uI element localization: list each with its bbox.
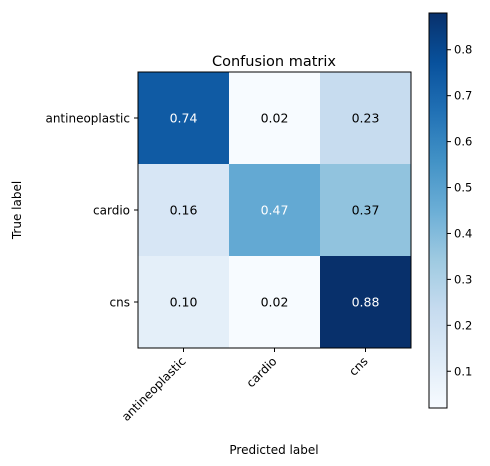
heatmap-cell	[229, 256, 321, 349]
cell-value-label: 0.47	[261, 203, 289, 218]
colorbar	[428, 12, 448, 409]
heatmap-cell	[229, 164, 321, 257]
cell-value-label: 0.16	[170, 203, 198, 218]
x-axis-ticks: antineoplastic cardio cns	[119, 348, 371, 424]
y-axis-ticks: antineoplastic cardio cns	[45, 112, 138, 310]
heatmap-cell-labels: 0.74 0.02 0.23 0.16 0.47 0.37 0.10 0.02 0.88	[170, 111, 380, 310]
y-tick-label: cardio	[93, 204, 130, 218]
y-axis-label: True label	[10, 181, 24, 240]
x-tick-label: cns	[346, 354, 370, 378]
cell-value-label: 0.23	[352, 111, 380, 126]
colorbar-tick-label: 0.1	[454, 364, 472, 378]
colorbar-tick-label: 0.2	[454, 318, 472, 332]
cell-value-label: 0.02	[261, 295, 289, 310]
heatmap-cell	[320, 72, 412, 165]
heatmap-cell	[229, 72, 321, 165]
cell-value-label: 0.37	[352, 203, 380, 218]
colorbar-tick-label: 0.3	[454, 272, 472, 286]
colorbar-tick-label: 0.5	[454, 181, 472, 195]
y-tick-label: cns	[110, 296, 130, 310]
y-tick-label: antineoplastic	[45, 112, 130, 126]
colorbar-tick-label: 0.8	[454, 43, 472, 57]
heatmap-cell	[138, 256, 230, 349]
heatmap-cell	[320, 256, 412, 349]
colorbar-ticks: 0.1 0.2 0.3 0.4 0.5 0.6 0.7 0.8	[447, 43, 472, 378]
heatmap-cell	[320, 164, 412, 257]
cell-value-label: 0.74	[170, 111, 198, 126]
x-axis-label: Predicted label	[229, 443, 318, 457]
cell-value-label: 0.10	[170, 295, 198, 310]
colorbar-tick-label: 0.4	[454, 226, 472, 240]
heatmap-cell	[138, 72, 230, 165]
x-tick-label: antineoplastic	[119, 354, 189, 424]
x-tick-label: cardio	[244, 354, 280, 390]
cell-value-label: 0.02	[261, 111, 289, 126]
chart-title: Confusion matrix	[212, 54, 336, 70]
heatmap-cell	[138, 164, 230, 257]
colorbar-tick-label: 0.7	[454, 89, 472, 103]
cell-value-label: 0.88	[352, 295, 380, 310]
heatmap-cells	[138, 72, 412, 349]
colorbar-tick-label: 0.6	[454, 135, 472, 149]
